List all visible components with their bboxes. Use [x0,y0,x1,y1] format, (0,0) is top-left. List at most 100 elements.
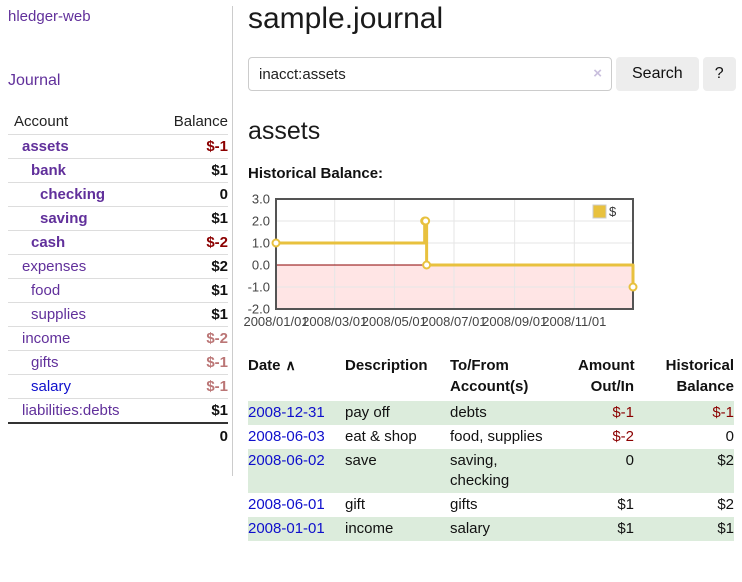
account-row: liabilities:debts $1 [8,398,228,424]
historical-balance-chart: 3.0 2.0 1.0 0.0 -1.0 -2.0 2008/01/01 2008/03/01… [243,192,737,337]
account-link[interactable]: gifts [31,354,59,371]
account-link[interactable]: assets [22,138,69,155]
account-balance: $1 [211,306,228,323]
transaction-accounts: food, supplies [450,428,543,445]
app-title-link[interactable]: hledger-web [8,8,91,25]
account-link[interactable]: liabilities:debts [22,402,120,419]
account-row: income $-2 [8,326,228,351]
account-row: food $1 [8,278,228,303]
accounts-table: Account Balance assets $-1 bank $1 checking 0… [8,109,228,449]
clear-search-icon[interactable]: × [593,65,602,82]
account-row: assets $-1 [8,134,228,159]
account-link[interactable]: saving [40,210,88,227]
register-table: Date ∧ Description To/From Account(s) Amo… [248,355,734,541]
register-header-description: Description [345,357,428,374]
register-header-date-label: Date [248,357,281,374]
account-balance: $-1 [206,378,228,395]
transaction-balance: 0 [725,428,734,445]
transaction-description: income [345,520,394,537]
transaction-description: save [345,452,377,469]
account-balance: $1 [211,282,228,299]
svg-text:$: $ [609,204,617,219]
account-link[interactable]: supplies [31,306,87,323]
transaction-date-link[interactable]: 2008-06-01 [248,496,325,513]
account-balance: $2 [211,258,228,275]
account-balance: $1 [211,162,228,179]
page-title: sample.journal [248,2,444,35]
account-row: bank $1 [8,158,228,183]
help-button[interactable]: ? [702,57,736,91]
transaction-balance: $2 [717,452,734,469]
search-input[interactable] [248,57,612,91]
account-row: saving $1 [8,206,228,231]
account-balance: $-1 [206,138,228,155]
register-header-amount: Amount Out/In [578,357,635,395]
transaction-row: 2008-01-01 income salary $1 $1 [248,517,734,541]
transaction-balance: $1 [717,520,734,537]
accounts-header-account: Account [8,109,151,135]
account-row: salary $-1 [8,374,228,399]
transaction-date-link[interactable]: 2008-12-31 [248,404,325,421]
sort-asc-icon: ∧ [285,357,296,373]
account-title: assets [248,117,321,145]
chart-title: Historical Balance: [248,165,384,182]
accounts-total-value: 0 [150,422,228,449]
account-balance: $1 [211,402,228,419]
account-link[interactable]: salary [31,378,72,395]
account-link[interactable]: checking [40,186,106,203]
svg-text:0.0: 0.0 [252,258,270,273]
transaction-description: eat & shop [345,428,417,445]
transaction-accounts: salary [450,520,491,537]
svg-text:2008/03/01: 2008/03/01 [302,314,367,329]
transaction-amount: $1 [617,496,634,513]
main-content: sample.journal × Search ? assets Histori… [243,0,737,541]
accounts-tbody: assets $-1 bank $1 checking 0 saving $1 cash $-2 e… [8,134,228,424]
svg-text:2008/05/01: 2008/05/01 [362,314,427,329]
account-link[interactable]: income [22,330,71,347]
account-balance: $1 [211,210,228,227]
account-row: expenses $2 [8,254,228,279]
transaction-date-link[interactable]: 2008-01-01 [248,520,325,537]
account-link[interactable]: bank [31,162,67,179]
svg-text:2008/09/01: 2008/09/01 [482,314,547,329]
transaction-row: 2008-06-02 save saving, checking 0 $2 [248,449,734,493]
sidebar: hledger-web Journal Account Balance asse… [0,6,233,476]
account-row: checking 0 [8,182,228,207]
transaction-amount: $-1 [612,404,634,421]
account-balance: $-1 [206,354,228,371]
account-row: gifts $-1 [8,350,228,375]
register-header-date[interactable]: Date ∧ [248,355,345,401]
svg-text:-1.0: -1.0 [248,280,270,295]
search-button[interactable]: Search [616,57,699,91]
transaction-description: pay off [345,404,390,421]
transaction-date-link[interactable]: 2008-06-03 [248,428,325,445]
account-balance: $-2 [206,234,228,251]
accounts-total-row: 0 [8,422,228,449]
sidebar-item-journal[interactable]: Journal [8,72,61,89]
svg-text:1.0: 1.0 [252,236,270,251]
transaction-amount: $1 [617,520,634,537]
accounts-header-balance: Balance [150,109,228,135]
accounts-total-spacer [8,422,151,449]
transaction-date-link[interactable]: 2008-06-02 [248,452,325,469]
transaction-balance: $-1 [712,404,734,421]
account-link[interactable]: cash [31,234,66,251]
register-header-row: Date ∧ Description To/From Account(s) Amo… [248,355,734,401]
transaction-accounts: saving, checking [450,452,510,489]
transaction-amount: $-2 [612,428,634,445]
register-tbody: 2008-12-31 pay off debts $-1 $-1 2008-06-03 ea… [248,401,734,541]
search-input-wrap: × [248,57,612,91]
transaction-balance: $2 [717,496,734,513]
transaction-amount: 0 [625,452,634,469]
svg-text:2008/01/01: 2008/01/01 [243,314,308,329]
register-header-accounts: To/From Account(s) [450,357,529,395]
account-row: supplies $1 [8,302,228,327]
account-link[interactable]: food [31,282,61,299]
svg-text:2008/11/01: 2008/11/01 [542,314,606,329]
transaction-accounts: debts [450,404,487,421]
account-link[interactable]: expenses [22,258,87,275]
account-balance: 0 [219,186,228,203]
svg-text:2008/07/01: 2008/07/01 [421,314,486,329]
transaction-description: gift [345,496,366,513]
account-row: cash $-2 [8,230,228,255]
